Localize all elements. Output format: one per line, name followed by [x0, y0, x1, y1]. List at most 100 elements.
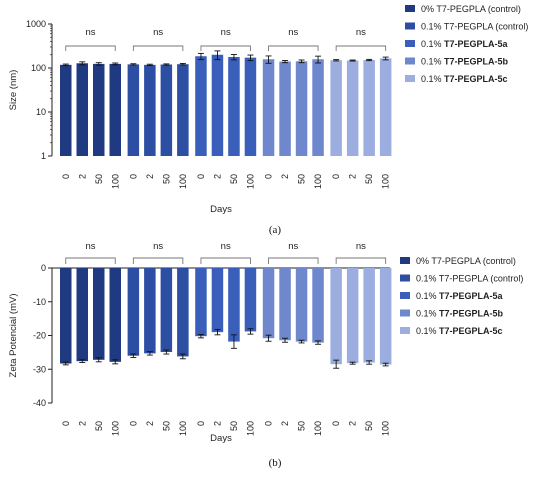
p1-x-tick-label: 2	[280, 174, 290, 179]
p2-x-tick-label: 0	[196, 421, 206, 426]
p2-significance-label: ns	[153, 241, 163, 252]
p1-x-tick-label: 2	[212, 174, 222, 179]
p2-x-tick-label: 2	[280, 421, 290, 426]
p1-bar	[279, 61, 291, 156]
p1-bar	[330, 60, 342, 156]
p1-x-tick-label: 0	[264, 174, 274, 179]
p1-x-tick-label: 100	[381, 174, 391, 189]
p2-bar	[346, 268, 359, 364]
p2-x-axis-label: Days	[210, 433, 232, 444]
p1-y-tick-label: 100	[31, 63, 46, 73]
p2-legend-swatch	[400, 327, 410, 334]
p1-x-tick-label: 100	[178, 174, 188, 189]
p1-legend-entry: 0.1% T7-PEGPLA-5a	[421, 39, 509, 49]
p1-x-tick-label: 0	[128, 174, 138, 179]
p2-x-tick-label: 50	[364, 421, 374, 431]
p2-y-tick-label: -40	[33, 398, 46, 408]
p2-legend-entry: 0% T7-PEGPLA (control)	[416, 256, 516, 266]
p2-x-tick-label: 100	[178, 421, 188, 436]
legend-entry-prefix: 0%	[421, 4, 436, 14]
p1-significance-label: ns	[153, 27, 163, 38]
legend-entry-name: T7-PEGPLA (control)	[436, 4, 521, 14]
p2-significance-label: ns	[85, 241, 95, 252]
p1-x-tick-label: 0	[196, 174, 206, 179]
p2-legend-entry: 0.1% T7-PEGPLA (control)	[416, 274, 523, 284]
p2-x-tick-label: 100	[245, 421, 255, 436]
p1-significance-bracket	[65, 45, 116, 51]
p1-y-tick-label: 10	[36, 107, 46, 117]
p1-x-axis-label: Days	[210, 204, 232, 215]
p2-x-tick-label: 50	[94, 421, 104, 431]
legend-entry-name: T7-PEGPLA-5b	[439, 309, 504, 319]
p1-significance-bracket	[200, 45, 251, 51]
p2-bar	[295, 268, 308, 342]
legend-entry-prefix: 0.1%	[421, 74, 444, 84]
p2-bar	[160, 268, 173, 353]
p1-bar	[195, 56, 207, 156]
legend-entry-name: T7-PEGPLA-5a	[439, 291, 504, 301]
p1-significance-label: ns	[356, 27, 366, 38]
p1-significance-label: ns	[85, 27, 95, 38]
p2-bar	[109, 268, 121, 362]
p1-x-tick-label: 50	[297, 174, 307, 184]
p1-x-tick-label: 50	[364, 174, 374, 184]
p2-y-tick-label: 0	[41, 263, 46, 273]
p1-x-tick-label: 100	[245, 174, 255, 189]
p1-x-tick-label: 0	[61, 174, 71, 179]
p2-y-tick-label: -20	[33, 331, 46, 341]
p1-bar	[144, 64, 156, 156]
p2-x-tick-label: 50	[297, 421, 307, 431]
p2-bar	[228, 268, 240, 342]
p1-y-axis-label: Size (nm)	[8, 70, 19, 111]
p2-x-tick-label: 0	[264, 421, 274, 426]
legend-entry-name: T7-PEGPLA-5a	[444, 39, 509, 49]
p2-significance-bracket	[132, 257, 184, 264]
p2-legend-swatch	[400, 274, 410, 282]
p2-legend-entry: 0.1% T7-PEGPLA-5a	[416, 291, 504, 301]
legend-entry-name: T7-PEGPLA-5b	[444, 57, 509, 67]
p2-bar	[312, 268, 324, 343]
p2-bar	[279, 268, 291, 341]
p1-bar	[312, 59, 324, 156]
p1-y-tick-label: 1	[41, 151, 46, 161]
legend-entry-name: T7-PEGPLA (control)	[431, 256, 516, 266]
p1-significance-bracket	[268, 45, 319, 51]
p2-bar	[177, 268, 189, 357]
p2-bar	[60, 268, 72, 364]
legend-entry-prefix: 0.1%	[421, 39, 444, 49]
p2-x-tick-label: 2	[212, 421, 222, 426]
p1-bar	[177, 64, 189, 156]
p1-x-tick-label: 100	[110, 174, 120, 189]
legend-entry-prefix: 0.1%	[416, 291, 439, 301]
p1-legend-entry: 0% T7-PEGPLA (control)	[421, 4, 521, 14]
p1-x-tick-label: 2	[145, 174, 155, 179]
legend-entry-prefix: 0.1%	[416, 326, 439, 336]
p2-x-tick-label: 0	[128, 421, 138, 426]
p2-bar	[76, 268, 88, 362]
p2-significance-label: ns	[221, 241, 231, 252]
p2-x-tick-label: 0	[61, 421, 71, 426]
p1-x-tick-label: 2	[77, 174, 87, 179]
p2-bar	[195, 268, 207, 337]
p1-bar	[228, 56, 240, 156]
p1-x-tick-label: 0	[331, 174, 341, 179]
p1-legend-entry: 0.1% T7-PEGPLA-5c	[421, 74, 508, 84]
p2-bar	[211, 268, 224, 333]
p1-legend-swatch	[405, 57, 415, 65]
legend-entry-name: T7-PEGPLA (control)	[439, 274, 524, 284]
p2-legend-swatch	[400, 257, 410, 264]
legend-entry-name: T7-PEGPLA (control)	[444, 22, 529, 32]
p2-bar	[262, 268, 275, 339]
p2-x-tick-label: 100	[381, 421, 391, 436]
p1-bar	[60, 64, 72, 156]
legend-entry-name: T7-PEGPLA-5c	[444, 74, 508, 84]
p1-bar	[127, 64, 140, 156]
p1-significance-label: ns	[288, 27, 298, 38]
p2-x-tick-label: 50	[161, 421, 171, 431]
p1-bar	[363, 59, 375, 156]
p2-panel-label: (b)	[269, 457, 282, 469]
p2-bar	[244, 268, 257, 332]
p1-bar	[379, 58, 392, 156]
p2-significance-bracket	[268, 257, 319, 264]
